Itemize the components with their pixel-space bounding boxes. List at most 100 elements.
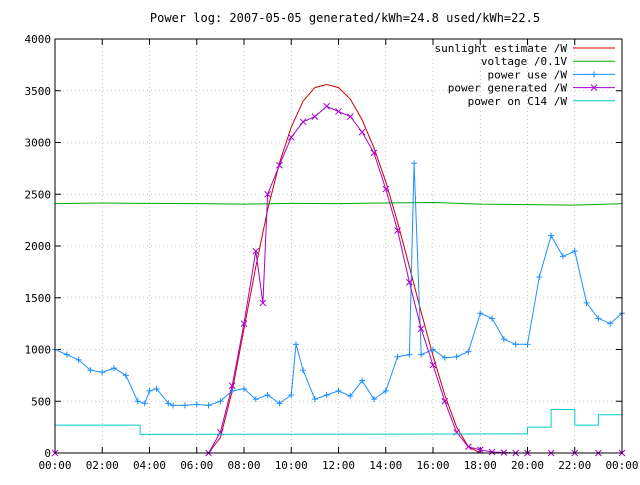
- data-point: [170, 402, 177, 409]
- x-tick-label: 16:00: [416, 459, 449, 472]
- series-0: [208, 83, 481, 454]
- tick-labels: 0 500 1000 1500 2000 2500 3000 3500 4000 00:00 02:…: [25, 33, 639, 472]
- data-point: [229, 387, 236, 394]
- x-tick-label: 08:00: [227, 459, 260, 472]
- data-point: [406, 351, 413, 358]
- data-point: [500, 449, 508, 456]
- data-point: [99, 369, 106, 376]
- data-point: [75, 356, 82, 363]
- y-tick-label: 1500: [25, 292, 52, 305]
- data-point: [477, 310, 484, 317]
- data-point: [346, 113, 354, 120]
- data-point: [488, 448, 496, 456]
- data-point: [134, 398, 141, 405]
- data-point: [394, 353, 401, 360]
- x-tick-label: 18:00: [464, 459, 497, 472]
- y-tick-label: 2500: [25, 188, 52, 201]
- data-point: [536, 274, 543, 281]
- data-point: [205, 402, 212, 409]
- data-point: [292, 341, 299, 348]
- data-point: [87, 367, 94, 374]
- series-4: [55, 409, 622, 435]
- data-point: [311, 396, 318, 403]
- data-point: [347, 393, 354, 400]
- data-point: [111, 365, 118, 372]
- data-point: [335, 387, 342, 394]
- data-point: [323, 102, 331, 110]
- data-point: [193, 401, 200, 408]
- data-point: [240, 320, 248, 327]
- legend-label: power on C14 /W: [468, 95, 568, 108]
- data-point: [382, 387, 389, 394]
- series-1: [54, 201, 623, 206]
- y-tick-label: 0: [44, 447, 51, 460]
- data-point: [300, 367, 307, 374]
- y-tick-label: 3000: [25, 137, 52, 150]
- data-point: [441, 354, 448, 361]
- data-point: [430, 346, 436, 353]
- data-point: [465, 443, 472, 451]
- data-point: [323, 392, 330, 399]
- data-point: [311, 113, 319, 120]
- series-layer: [51, 83, 626, 457]
- legend-label: power use /W: [488, 68, 568, 81]
- data-point: [571, 248, 578, 255]
- data-point: [370, 396, 377, 403]
- chart-title: Power log: 2007-05-05 generated/kWh=24.8…: [150, 11, 540, 25]
- data-point: [465, 348, 472, 355]
- x-tick-label: 04:00: [133, 459, 166, 472]
- data-point: [264, 392, 271, 399]
- data-point: [288, 392, 295, 399]
- data-point: [406, 278, 413, 286]
- y-tick-label: 500: [31, 395, 51, 408]
- data-point: [276, 161, 283, 169]
- y-tick-label: 3500: [25, 85, 52, 98]
- data-point: [524, 341, 531, 348]
- x-tick-label: 14:00: [369, 459, 402, 472]
- data-point: [512, 341, 519, 348]
- data-point: [559, 253, 566, 260]
- x-tick-label: 10:00: [275, 459, 308, 472]
- series-line: [54, 201, 623, 206]
- data-point: [181, 402, 188, 409]
- legend-label: sunlight estimate /W: [435, 42, 568, 55]
- x-tick-label: 22:00: [558, 459, 591, 472]
- data-point: [382, 185, 390, 193]
- data-point: [453, 353, 460, 360]
- data-point: [595, 315, 602, 322]
- data-point: [358, 128, 366, 136]
- data-point: [359, 377, 366, 384]
- legend-marker: [591, 71, 597, 78]
- data-point: [500, 336, 507, 343]
- data-point: [489, 315, 496, 322]
- data-point: [122, 372, 129, 379]
- data-point: [441, 397, 449, 405]
- data-point: [335, 108, 342, 115]
- data-point: [607, 320, 614, 327]
- y-tick-label: 2000: [25, 240, 52, 253]
- data-point: [429, 361, 437, 369]
- data-point: [146, 387, 153, 394]
- x-tick-label: 00:00: [605, 459, 638, 472]
- data-point: [411, 160, 418, 167]
- data-point: [217, 398, 224, 405]
- data-point: [417, 325, 425, 333]
- x-tick-label: 02:00: [86, 459, 119, 472]
- data-point: [252, 247, 260, 255]
- x-tick-label: 20:00: [511, 459, 544, 472]
- x-tick-label: 00:00: [38, 459, 71, 472]
- data-point: [141, 400, 148, 407]
- data-point: [418, 351, 425, 358]
- data-point: [548, 232, 555, 239]
- data-point: [63, 351, 70, 358]
- legend-label: power generated /W: [448, 82, 568, 95]
- x-tick-label: 12:00: [322, 459, 355, 472]
- data-point: [583, 299, 590, 306]
- data-point: [228, 382, 236, 390]
- data-point: [287, 133, 295, 141]
- data-point: [299, 118, 307, 126]
- data-point: [370, 149, 378, 157]
- data-point: [165, 400, 172, 407]
